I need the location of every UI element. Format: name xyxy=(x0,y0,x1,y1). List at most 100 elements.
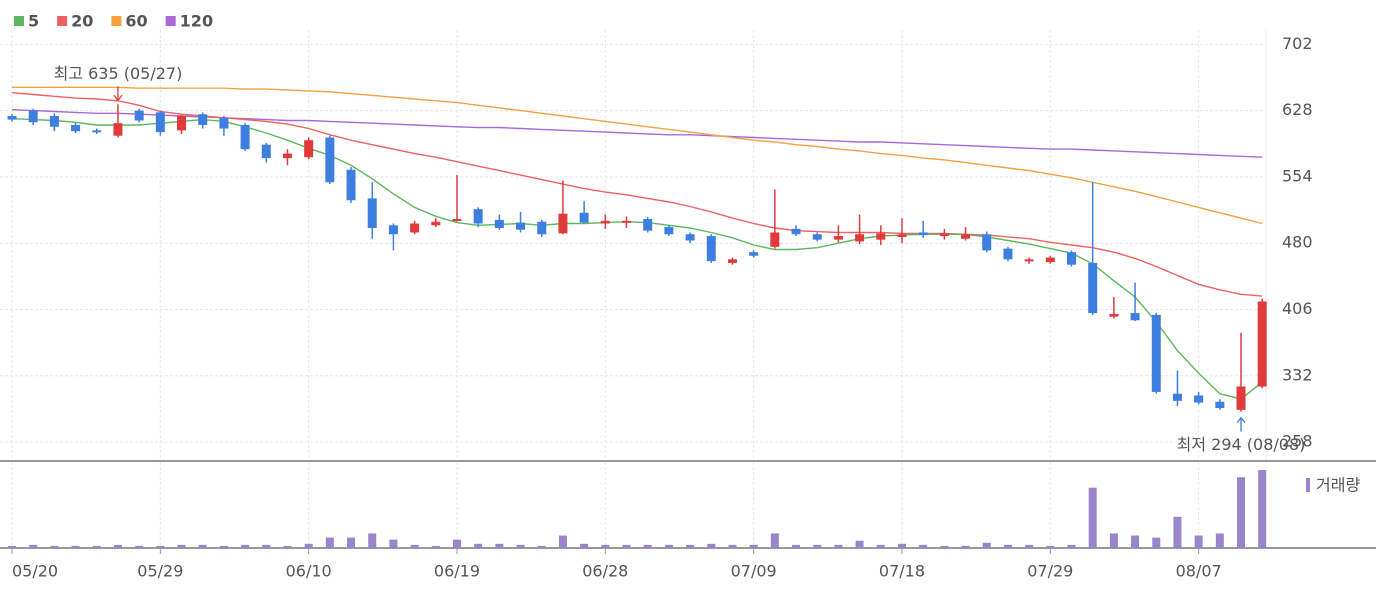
candle-body xyxy=(92,130,102,133)
candle-body xyxy=(622,220,632,223)
volume-bar xyxy=(1215,533,1224,548)
candle-body xyxy=(791,228,801,235)
volume-bar xyxy=(92,545,101,548)
volume-bar xyxy=(1088,487,1097,548)
candle-body xyxy=(982,234,992,251)
volume-bar xyxy=(347,537,356,548)
volume-bar xyxy=(601,544,610,548)
high-annotation: 최고 635 (05/27) xyxy=(54,64,183,83)
x-tick-label: 06/19 xyxy=(434,562,480,581)
volume-bar xyxy=(304,543,313,548)
volume-bar xyxy=(452,539,461,548)
candle-body xyxy=(71,124,81,132)
candle-body xyxy=(516,222,526,230)
x-tick-label: 07/09 xyxy=(731,562,777,581)
volume-bar xyxy=(961,545,970,548)
candle-body xyxy=(155,112,165,133)
volume-bar xyxy=(516,544,525,548)
candle-body xyxy=(812,234,822,240)
candle-body xyxy=(452,219,462,222)
volume-bar xyxy=(71,545,80,548)
volume-bar xyxy=(770,533,779,548)
candle-body xyxy=(1088,262,1098,314)
volume-bar xyxy=(1194,535,1203,548)
candle-body xyxy=(7,116,17,120)
volume-bar xyxy=(198,544,207,548)
candle-body xyxy=(494,219,504,228)
candle-body xyxy=(261,144,271,159)
volume-bar xyxy=(219,545,228,548)
candle-body xyxy=(537,221,547,235)
volume-bar xyxy=(728,544,737,548)
candle-body xyxy=(28,110,38,123)
y-tick-label: 258 xyxy=(1282,432,1313,451)
x-tick-label: 05/29 xyxy=(137,562,183,581)
legend-label: 20 xyxy=(71,12,93,31)
candle-body xyxy=(727,259,737,263)
volume-bar xyxy=(749,544,758,548)
candle-body xyxy=(134,110,144,121)
candle-body xyxy=(325,137,335,183)
volume-bar xyxy=(1152,537,1161,548)
volume-bar xyxy=(113,544,122,548)
volume-bar xyxy=(50,545,59,548)
volume-bar xyxy=(156,545,165,548)
volume-bar xyxy=(664,544,673,548)
candle-body xyxy=(897,234,907,237)
legend-swatch xyxy=(165,16,176,26)
volume-bar xyxy=(1109,533,1118,548)
candle-body xyxy=(643,219,653,231)
candle-body xyxy=(918,232,928,236)
candle-body xyxy=(113,123,123,136)
volume-bar xyxy=(686,544,695,548)
candle-body xyxy=(749,252,759,256)
x-tick-label: 05/20 xyxy=(12,562,58,581)
candle-body xyxy=(1130,313,1140,321)
volume-bar xyxy=(241,544,250,548)
legend-label: 120 xyxy=(180,12,213,31)
legend-swatch xyxy=(57,16,68,26)
volume-bar xyxy=(919,544,928,548)
candle-body xyxy=(177,116,187,131)
x-tick-label: 06/10 xyxy=(286,562,332,581)
volume-bar xyxy=(1003,544,1012,548)
volume-bar xyxy=(792,544,801,548)
candle-body xyxy=(304,140,314,158)
volume-bar xyxy=(431,545,440,548)
volume-bar xyxy=(855,540,864,548)
candle-body xyxy=(558,213,568,234)
y-tick-label: 628 xyxy=(1282,100,1313,119)
moving-average-line xyxy=(11,92,1263,297)
candle-body xyxy=(367,198,377,228)
volume-bar xyxy=(1025,544,1034,548)
volume-bar xyxy=(177,544,186,548)
candle-body xyxy=(876,233,886,240)
volume-bar xyxy=(368,533,377,548)
candle-body xyxy=(1172,393,1182,401)
candle-body xyxy=(1045,257,1055,263)
volume-bar xyxy=(622,544,631,548)
volume-bar xyxy=(707,543,716,548)
volume-bar xyxy=(1258,470,1267,548)
volume-bar xyxy=(537,545,546,548)
legend-swatch xyxy=(14,16,24,26)
candle-body xyxy=(664,227,674,235)
candle-body xyxy=(431,221,441,226)
volume-bar xyxy=(262,544,271,548)
candle-body xyxy=(685,234,695,241)
volume-bar xyxy=(1173,516,1182,548)
volume-bar xyxy=(1067,544,1076,548)
volume-bar xyxy=(897,543,906,548)
candle-body xyxy=(240,124,250,150)
candle-body xyxy=(706,236,716,262)
x-tick-label: 07/18 xyxy=(879,562,925,581)
candle-body xyxy=(1024,259,1034,262)
candle-body xyxy=(1067,252,1076,265)
candle-body xyxy=(388,225,398,235)
volume-bar xyxy=(389,539,398,548)
volume-bar xyxy=(474,543,483,548)
volume-bar xyxy=(29,544,38,548)
candle-body xyxy=(49,116,59,127)
y-tick-label: 332 xyxy=(1282,365,1313,384)
